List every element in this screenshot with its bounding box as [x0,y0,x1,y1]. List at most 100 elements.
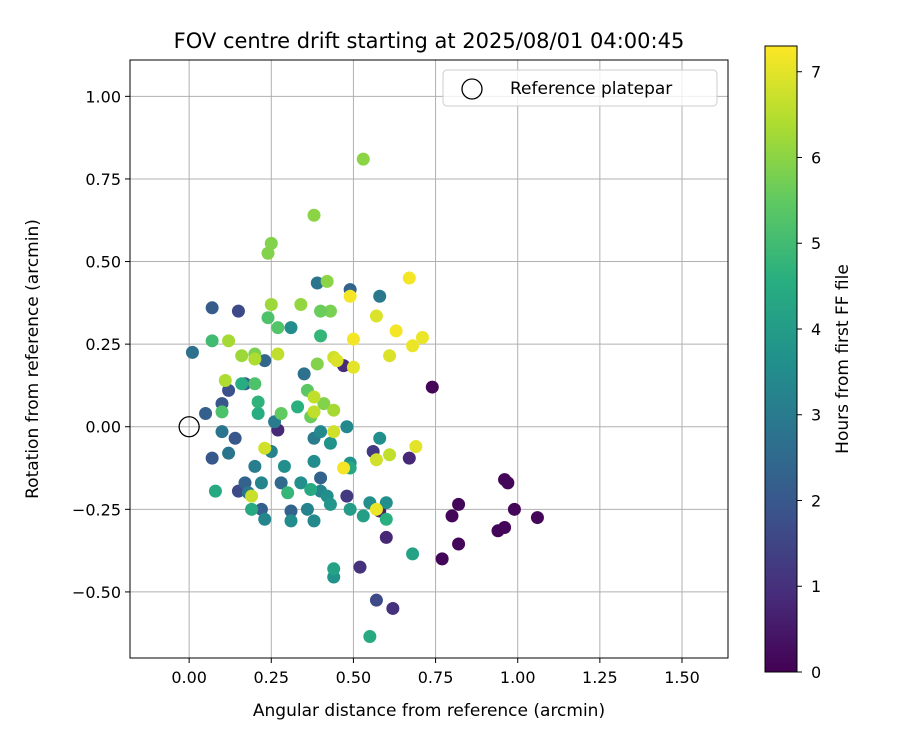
data-point [310,357,324,371]
data-point [435,552,449,566]
data-point [383,448,397,462]
legend-reference-marker [461,78,483,100]
data-point [369,502,383,516]
legend: Reference platepar [442,69,718,107]
data-point [343,502,357,516]
data-point [254,502,268,516]
data-point [300,502,314,516]
y-axis-label: Rotation from reference (arcmin) [23,219,43,499]
data-point [284,504,298,518]
data-point [284,514,298,528]
data-point [498,520,512,534]
data-points [185,152,544,644]
y-tick-label: 0.50 [85,253,121,272]
colorbar-tick-label: 5 [811,234,821,253]
data-point [248,459,262,473]
x-axis-label: Angular distance from reference (arcmin) [253,701,605,721]
y-tick-label: −0.50 [72,583,121,602]
data-point [507,502,521,516]
data-point [261,311,275,325]
x-tick-label: 1.00 [500,668,536,687]
data-point [363,630,377,644]
data-point [406,339,420,353]
colorbar-label: Hours from first FF file [833,264,853,454]
data-point [530,511,544,525]
data-point [501,476,515,490]
data-point [327,403,341,417]
colorbar-tick-label: 1 [811,577,821,596]
data-point [297,367,311,381]
data-point [248,377,262,391]
colorbar: 0 1 2 3 4 5 6 7 Hours from first FF file [764,45,853,682]
y-tick-label: −0.25 [72,500,121,519]
data-point [383,349,397,363]
data-point [245,489,259,503]
x-tick-label: 0.00 [171,668,207,687]
data-point [379,496,393,510]
data-point [199,407,213,421]
data-point [369,453,383,467]
colorbar-tick-label: 7 [811,63,821,82]
y-axis-ticks: −0.50 −0.25 0.00 0.25 0.50 0.75 1.00 [72,87,130,602]
data-point [235,349,249,363]
data-point [307,208,321,222]
colorbar-tick-label: 4 [811,320,821,339]
x-tick-label: 0.75 [418,668,454,687]
data-point [271,347,285,361]
data-point [406,547,420,561]
data-point [425,380,439,394]
data-point [343,289,357,303]
data-point [346,360,360,374]
data-point [205,334,219,348]
colorbar-gradient [765,46,797,672]
data-point [389,324,403,338]
data-point [415,331,429,345]
data-point [314,304,328,318]
data-point [304,483,318,497]
colorbar-frame [764,45,798,673]
data-point [307,454,321,468]
data-point [409,440,423,454]
data-point [310,276,324,290]
data-point [402,271,416,285]
data-point [307,390,321,404]
data-point [330,354,344,368]
data-point [258,512,272,526]
data-point [314,471,328,485]
reference-marker-group [178,416,200,438]
data-point [291,400,305,414]
data-point [185,345,199,359]
data-point [307,405,321,419]
data-point [215,425,229,439]
data-point [356,152,370,166]
data-point [323,304,337,318]
data-point [323,436,337,450]
chart-title: FOV centre drift starting at 2025/08/01 … [174,29,685,53]
colorbar-tick-label: 3 [811,406,821,425]
data-point [373,431,387,445]
data-point [271,321,285,335]
colorbar-tick-label: 6 [811,148,821,167]
data-point [205,301,219,315]
y-tick-label: 1.00 [85,87,121,106]
legend-label: Reference platepar [510,79,672,99]
data-point [379,512,393,526]
data-point [261,246,275,260]
data-point [284,321,298,335]
data-point [222,446,236,460]
data-point [373,289,387,303]
data-point [277,459,291,473]
plot-frame [129,59,729,659]
data-point [314,329,328,343]
colorbar-ticks: 0 1 2 3 4 5 6 7 [797,63,821,682]
data-point [294,297,308,311]
data-point [222,383,236,397]
data-point [356,509,370,523]
data-point [323,497,337,511]
reference-platepar-marker [178,416,200,438]
data-point [235,377,249,391]
colorbar-tick-label: 2 [811,491,821,510]
data-point [353,560,367,574]
data-point [274,476,288,490]
